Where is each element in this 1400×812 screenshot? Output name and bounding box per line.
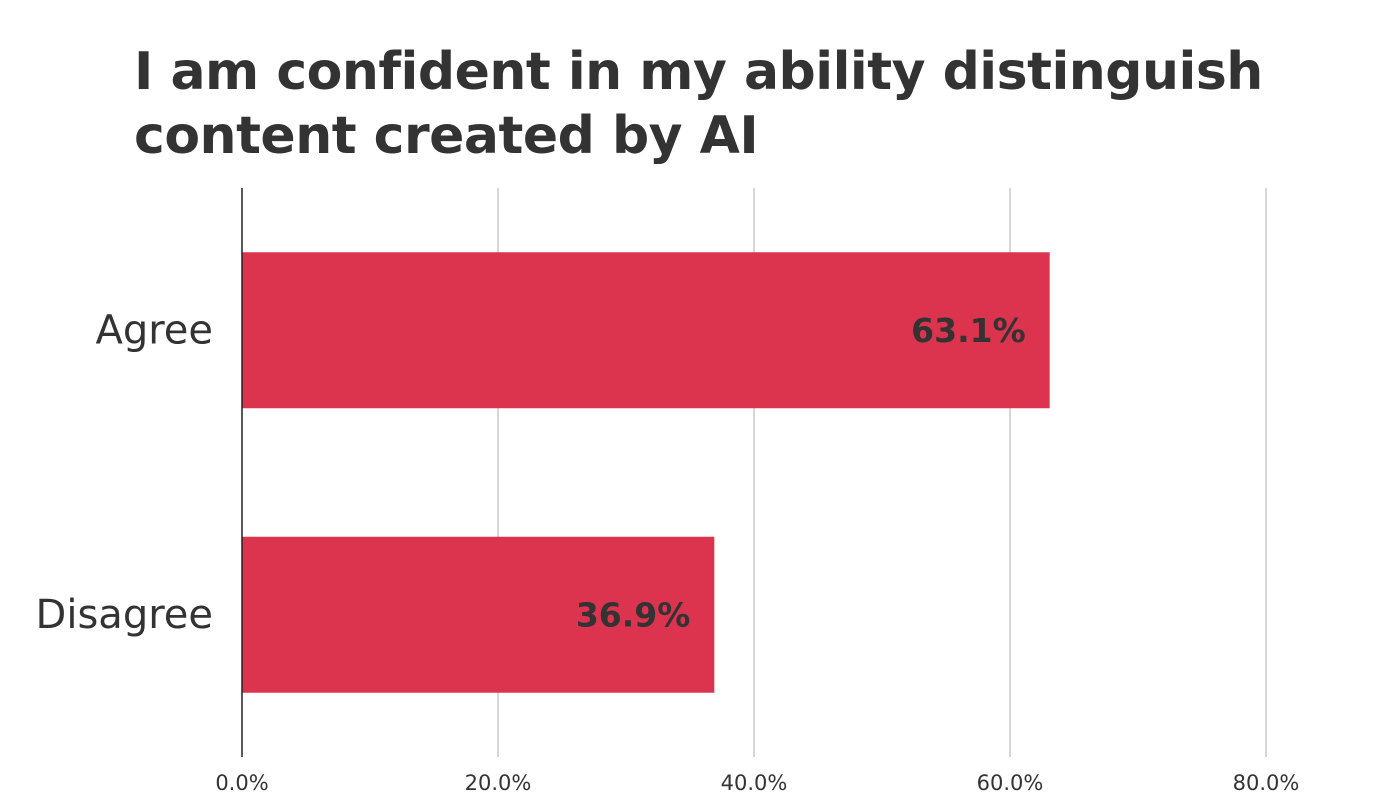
- x-tick-label-1: 20.0%: [465, 771, 532, 795]
- data-labels: 63.1% 36.9%: [576, 311, 1026, 635]
- data-label-disagree: 36.9%: [576, 595, 691, 634]
- category-label-agree: Agree: [95, 307, 213, 353]
- category-labels: Agree Disagree: [36, 307, 213, 638]
- bar-disagree: [242, 536, 715, 693]
- x-tick-label-4: 80.0%: [1233, 771, 1300, 795]
- bars: [242, 252, 1050, 693]
- data-label-agree: 63.1%: [911, 311, 1026, 350]
- chart-title: I am confident in my ability distinguish…: [134, 42, 1263, 166]
- x-tick-label-3: 60.0%: [977, 771, 1044, 795]
- category-label-disagree: Disagree: [36, 592, 213, 638]
- x-tick-label-2: 40.0%: [721, 771, 788, 795]
- bar-agree: [242, 252, 1050, 409]
- x-tick-labels: 0.0% 20.0% 40.0% 60.0% 80.0%: [215, 771, 1299, 795]
- x-tick-label-0: 0.0%: [215, 771, 268, 795]
